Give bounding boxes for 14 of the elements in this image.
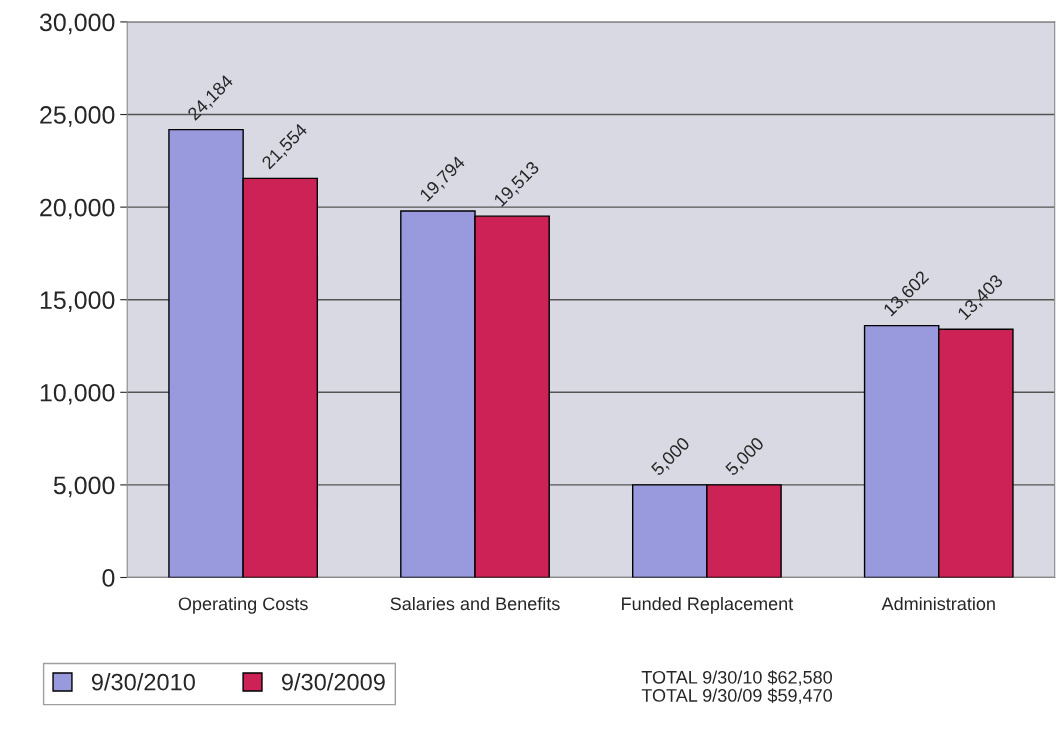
x-tick-label: Operating Costs xyxy=(178,596,308,614)
y-tick-label: 5,000 xyxy=(53,476,115,498)
x-tick-label: Salaries and Benefits xyxy=(390,596,560,611)
y-tick-label: 20,000 xyxy=(40,198,115,220)
y-tick-label: 0 xyxy=(102,569,115,587)
y-tick-label: 15,000 xyxy=(40,291,115,312)
legend-label: 9/30/2010 xyxy=(91,673,195,691)
y-tick-label: 30,000 xyxy=(39,13,115,35)
x-tick-label: Funded Replacement xyxy=(622,596,794,614)
y-tick-label: 25,000 xyxy=(40,106,115,127)
y-tick-label: 10,000 xyxy=(40,383,115,405)
x-tick-label: Administration xyxy=(881,596,995,611)
legend-label: 9/30/2009 xyxy=(281,673,385,691)
text: TOTAL 9/30/10 $62,580 TOTAL 9/30/09 $59,470 xyxy=(641,670,832,704)
